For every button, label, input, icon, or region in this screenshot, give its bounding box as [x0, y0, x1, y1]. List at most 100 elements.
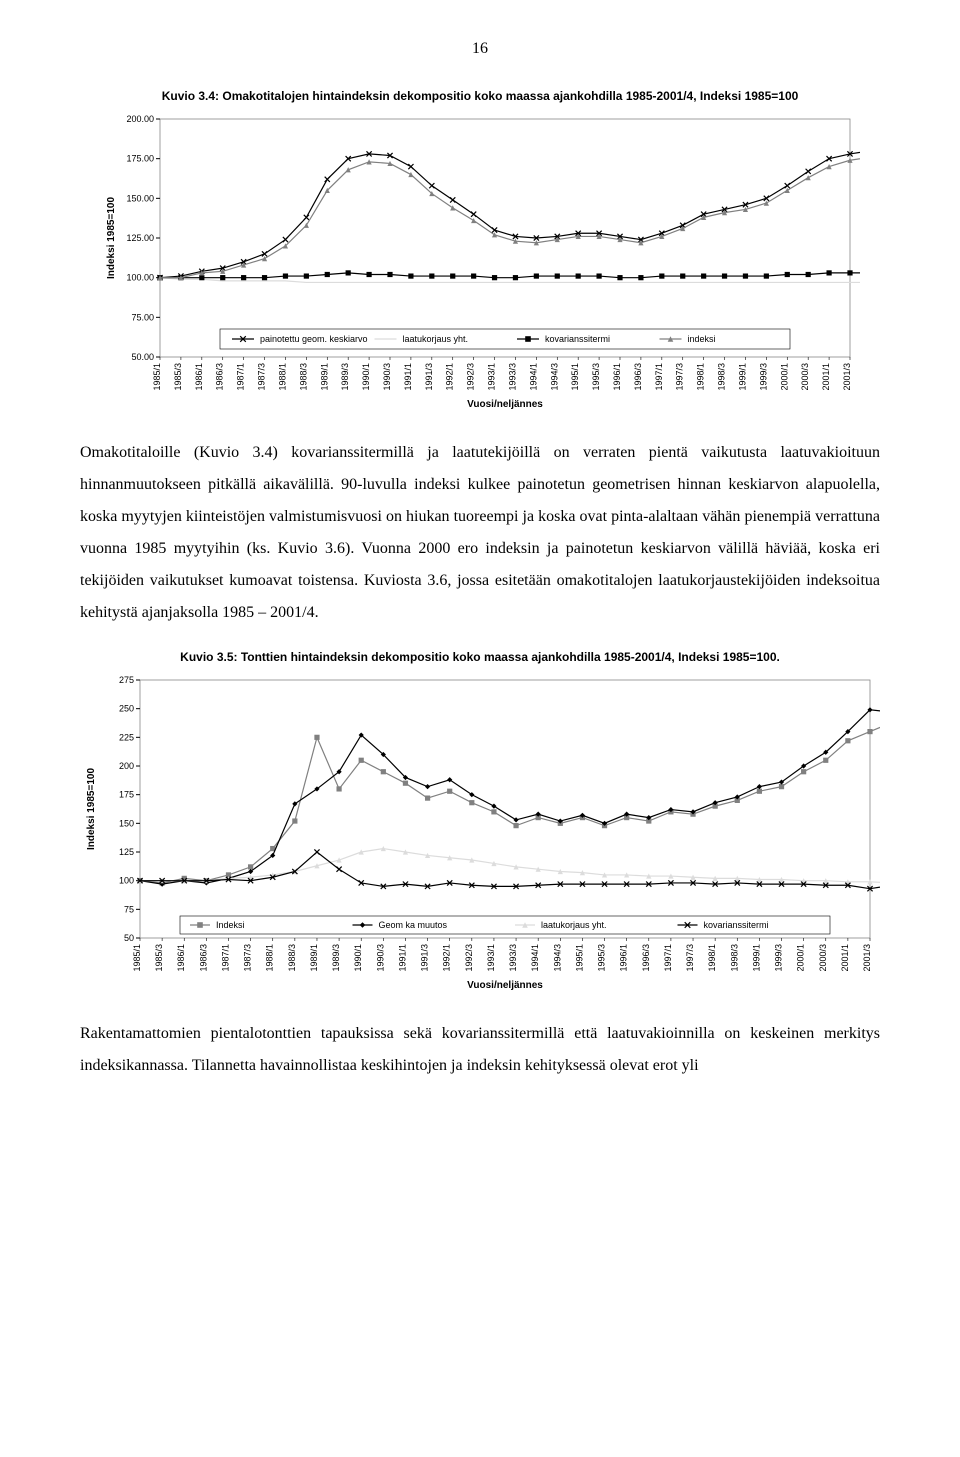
svg-text:225: 225: [119, 732, 134, 742]
svg-text:kovarianssitermi: kovarianssitermi: [704, 920, 769, 930]
svg-text:150: 150: [119, 818, 134, 828]
svg-text:1998/3: 1998/3: [729, 944, 739, 972]
svg-text:Vuosi/neljännes: Vuosi/neljännes: [467, 980, 543, 991]
svg-text:1995/3: 1995/3: [597, 944, 607, 972]
svg-text:1990/1: 1990/1: [361, 363, 371, 391]
svg-text:2001/3: 2001/3: [842, 363, 852, 391]
svg-text:1986/3: 1986/3: [215, 363, 225, 391]
svg-text:1992/1: 1992/1: [442, 944, 452, 972]
svg-text:1999/1: 1999/1: [737, 363, 747, 391]
svg-text:1986/1: 1986/1: [176, 944, 186, 972]
svg-text:1992/3: 1992/3: [464, 944, 474, 972]
svg-text:1999/3: 1999/3: [758, 363, 768, 391]
svg-text:1997/3: 1997/3: [685, 944, 695, 972]
svg-text:1992/3: 1992/3: [466, 363, 476, 391]
svg-text:1991/3: 1991/3: [424, 363, 434, 391]
svg-text:100: 100: [119, 875, 134, 885]
svg-text:1993/1: 1993/1: [487, 363, 497, 391]
chart1-container: 50.00 75.00 100.00 125.00 150.00 175.00 200.00…: [80, 113, 880, 413]
body-paragraph-1: Omakotitaloille (Kuvio 3.4) kovarianssit…: [80, 437, 880, 629]
svg-text:1995/1: 1995/1: [574, 944, 584, 972]
svg-text:1993/3: 1993/3: [508, 944, 518, 972]
document-page: 16 Kuvio 3.4: Omakotitalojen hintaindeks…: [0, 0, 960, 1142]
svg-text:1989/3: 1989/3: [340, 363, 350, 391]
svg-text:1986/3: 1986/3: [198, 944, 208, 972]
svg-text:1987/3: 1987/3: [257, 363, 267, 391]
svg-text:100.00: 100.00: [126, 272, 154, 282]
chart2-title: Kuvio 3.5: Tonttien hintaindeksin dekomp…: [80, 649, 880, 666]
svg-text:1985/1: 1985/1: [132, 944, 142, 972]
svg-text:1987/1: 1987/1: [236, 363, 246, 391]
svg-text:1994/1: 1994/1: [528, 363, 538, 391]
page-number: 16: [80, 40, 880, 58]
svg-text:1991/1: 1991/1: [397, 944, 407, 972]
svg-text:1987/3: 1987/3: [243, 944, 253, 972]
svg-text:1985/3: 1985/3: [173, 363, 183, 391]
svg-text:2001/3: 2001/3: [862, 944, 872, 972]
svg-text:200.00: 200.00: [126, 114, 154, 124]
svg-text:275: 275: [119, 675, 134, 685]
svg-text:1997/1: 1997/1: [654, 363, 664, 391]
svg-text:1999/1: 1999/1: [751, 944, 761, 972]
svg-text:Indeksi: Indeksi: [216, 920, 245, 930]
svg-text:1995/1: 1995/1: [570, 363, 580, 391]
svg-text:1990/1: 1990/1: [353, 944, 363, 972]
svg-text:125: 125: [119, 847, 134, 857]
svg-text:125.00: 125.00: [126, 233, 154, 243]
svg-text:1994/1: 1994/1: [530, 944, 540, 972]
svg-text:1988/3: 1988/3: [298, 363, 308, 391]
svg-text:2000/1: 2000/1: [779, 363, 789, 391]
svg-text:1991/1: 1991/1: [403, 363, 413, 391]
svg-text:250: 250: [119, 703, 134, 713]
svg-text:kovarianssitermi: kovarianssitermi: [545, 334, 610, 344]
svg-text:1996/3: 1996/3: [641, 944, 651, 972]
svg-text:75: 75: [124, 904, 134, 914]
svg-text:1991/3: 1991/3: [420, 944, 430, 972]
svg-text:1998/1: 1998/1: [696, 363, 706, 391]
svg-text:2000/3: 2000/3: [800, 363, 810, 391]
svg-text:1992/1: 1992/1: [445, 363, 455, 391]
svg-text:1989/1: 1989/1: [319, 363, 329, 391]
svg-text:1998/1: 1998/1: [707, 944, 717, 972]
svg-text:Indeksi 1985=100: Indeksi 1985=100: [86, 767, 97, 849]
svg-text:1996/3: 1996/3: [633, 363, 643, 391]
svg-text:1985/1: 1985/1: [152, 363, 162, 391]
chart2-svg: 5075100125150175200225250275Indeksi 1985…: [80, 674, 880, 994]
svg-text:75.00: 75.00: [131, 312, 154, 322]
svg-text:150.00: 150.00: [126, 193, 154, 203]
svg-text:indeksi: indeksi: [688, 334, 716, 344]
svg-text:2000/3: 2000/3: [818, 944, 828, 972]
svg-text:2001/1: 2001/1: [840, 944, 850, 972]
svg-text:1988/1: 1988/1: [277, 363, 287, 391]
svg-text:175.00: 175.00: [126, 153, 154, 163]
svg-text:50.00: 50.00: [131, 352, 154, 362]
svg-text:2001/1: 2001/1: [821, 363, 831, 391]
svg-text:2000/1: 2000/1: [796, 944, 806, 972]
svg-text:1989/1: 1989/1: [309, 944, 319, 972]
svg-text:laatukorjaus yht.: laatukorjaus yht.: [403, 334, 469, 344]
svg-text:1988/3: 1988/3: [287, 944, 297, 972]
svg-text:1994/3: 1994/3: [549, 363, 559, 391]
svg-text:1993/3: 1993/3: [507, 363, 517, 391]
chart1-svg: 50.00 75.00 100.00 125.00 150.00 175.00 200.00…: [100, 113, 860, 413]
svg-text:Vuosi/neljännes: Vuosi/neljännes: [467, 399, 543, 410]
svg-text:laatukorjaus yht.: laatukorjaus yht.: [541, 920, 607, 930]
svg-text:1993/1: 1993/1: [486, 944, 496, 972]
svg-text:1989/3: 1989/3: [331, 944, 341, 972]
svg-text:Indeksi 1985=100: Indeksi 1985=100: [106, 196, 117, 278]
svg-text:200: 200: [119, 761, 134, 771]
svg-text:50: 50: [124, 933, 134, 943]
svg-text:1997/3: 1997/3: [675, 363, 685, 391]
svg-text:1988/1: 1988/1: [265, 944, 275, 972]
svg-text:1987/1: 1987/1: [220, 944, 230, 972]
svg-text:1995/3: 1995/3: [591, 363, 601, 391]
svg-text:Geom ka muutos: Geom ka muutos: [379, 920, 448, 930]
svg-text:1999/3: 1999/3: [774, 944, 784, 972]
svg-text:1996/1: 1996/1: [612, 363, 622, 391]
svg-text:1998/3: 1998/3: [717, 363, 727, 391]
chart2-container: 5075100125150175200225250275Indeksi 1985…: [80, 674, 880, 994]
svg-text:painotettu geom. keskiarvo: painotettu geom. keskiarvo: [260, 334, 368, 344]
svg-text:1994/3: 1994/3: [552, 944, 562, 972]
svg-text:1997/1: 1997/1: [663, 944, 673, 972]
svg-text:1990/3: 1990/3: [375, 944, 385, 972]
